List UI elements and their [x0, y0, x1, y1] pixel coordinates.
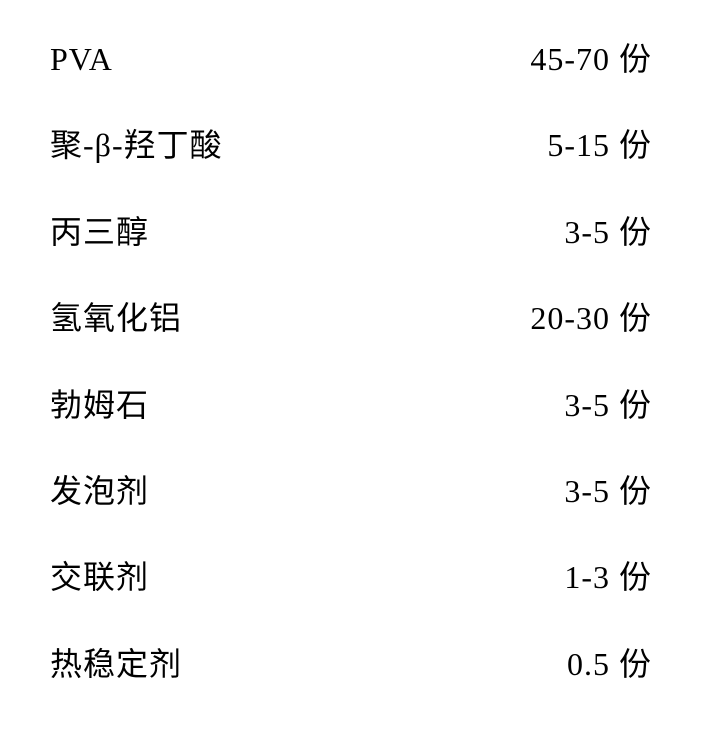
table-row: 发泡剂 3-5 份 — [50, 472, 652, 510]
ingredient-table: PVA 45-70 份 聚-β-羟丁酸 5-15 份 丙三醇 3-5 份 氢氧化… — [50, 40, 652, 683]
ingredient-value: 3-5 份 — [564, 472, 652, 510]
ingredient-value: 5-15 份 — [547, 126, 652, 164]
table-row: 热稳定剂 0.5 份 — [50, 645, 652, 683]
ingredient-value: 3-5 份 — [564, 213, 652, 251]
table-row: 氢氧化铝 20-30 份 — [50, 299, 652, 337]
ingredient-label: 丙三醇 — [50, 213, 149, 251]
ingredient-value: 3-5 份 — [564, 386, 652, 424]
table-row: PVA 45-70 份 — [50, 40, 652, 78]
ingredient-value: 20-30 份 — [530, 299, 652, 337]
ingredient-label: 勃姆石 — [50, 386, 149, 424]
ingredient-label: 发泡剂 — [50, 472, 149, 510]
table-row: 丙三醇 3-5 份 — [50, 213, 652, 251]
ingredient-value: 1-3 份 — [564, 558, 652, 596]
ingredient-label: 聚-β-羟丁酸 — [50, 126, 223, 164]
ingredient-label: 氢氧化铝 — [50, 299, 182, 337]
table-row: 聚-β-羟丁酸 5-15 份 — [50, 126, 652, 164]
ingredient-value: 0.5 份 — [567, 645, 652, 683]
ingredient-label: PVA — [50, 40, 113, 78]
table-row: 勃姆石 3-5 份 — [50, 386, 652, 424]
ingredient-label: 交联剂 — [50, 558, 149, 596]
table-row: 交联剂 1-3 份 — [50, 558, 652, 596]
ingredient-label: 热稳定剂 — [50, 645, 182, 683]
ingredient-value: 45-70 份 — [530, 40, 652, 78]
